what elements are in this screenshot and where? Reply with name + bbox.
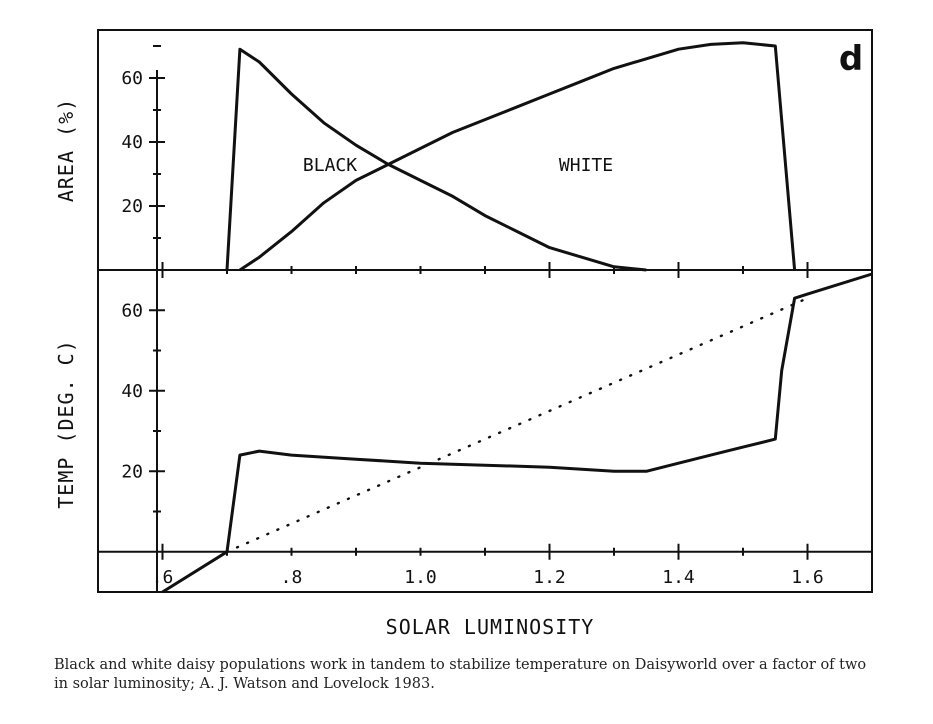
top-y-tick-label: 20: [121, 196, 143, 217]
daisyworld-figure: d AREA (%) TEMP (DEG. C) SOLAR LUMINOSIT…: [54, 29, 873, 639]
x-tick-label: 1.6: [791, 567, 824, 588]
bottom-y-tick-label: 20: [121, 461, 143, 482]
x-tick-label: .6: [152, 567, 174, 588]
figure-caption: Black and white daisy populations work i…: [54, 657, 867, 692]
bottom-y-tick-label: 60: [121, 300, 143, 321]
daisyworld-chart: d AREA (%) TEMP (DEG. C) SOLAR LUMINOSIT…: [54, 29, 873, 639]
black-daisy-area-line: [225, 47, 647, 272]
x-tick-label: 1.2: [533, 567, 566, 588]
solar-luminosity-axis-title: SOLAR LUMINOSITY: [386, 615, 595, 639]
top-y-tick-label: 60: [121, 68, 143, 89]
series-label-white: WHITE: [559, 155, 613, 176]
x-tick-label: 1.4: [662, 567, 695, 588]
plot-frame: [97, 29, 873, 593]
top-y-tick-label: 40: [121, 132, 143, 153]
area-axis-title: AREA (%): [54, 98, 78, 202]
x-tick-label: .8: [281, 567, 303, 588]
panel-label: d: [839, 39, 863, 79]
white-daisy-area-line: [239, 41, 797, 272]
series-label-black: BLACK: [303, 155, 357, 176]
x-tick-label: 1.0: [404, 567, 437, 588]
daisyworld-temperature-line: [161, 272, 873, 594]
temp-axis-title: TEMP (DEG. C): [54, 339, 78, 509]
bottom-y-tick-label: 40: [121, 381, 143, 402]
no-daisy-temperature-line: [225, 297, 809, 553]
